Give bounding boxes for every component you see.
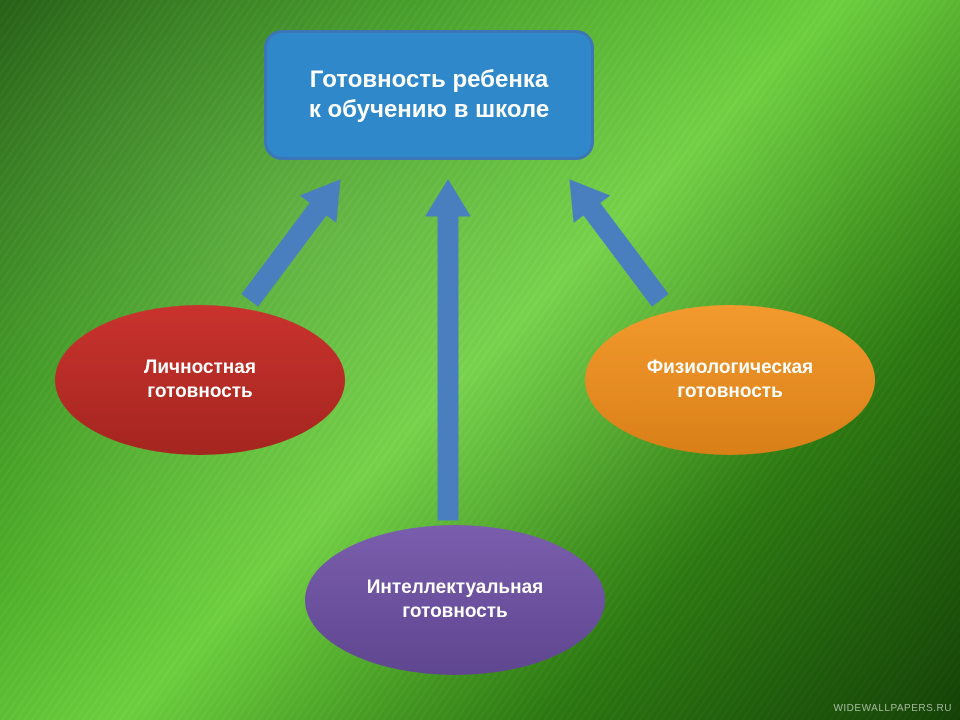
ellipse-personal-label: Личностнаяготовность — [144, 356, 256, 404]
ellipse-physiological: Физиологическаяготовность — [585, 305, 875, 455]
title-text: Готовность ребенкак обучению в школе — [309, 65, 549, 125]
title-box: Готовность ребенкак обучению в школе — [264, 30, 594, 160]
ellipse-physiological-label: Физиологическаяготовность — [647, 356, 813, 404]
ellipse-intellectual-label: Интеллектуальнаяготовность — [367, 576, 544, 624]
diagram-stage: Готовность ребенкак обучению в школе Лич… — [0, 0, 960, 720]
ellipse-intellectual: Интеллектуальнаяготовность — [305, 525, 605, 675]
watermark: WIDEWALLPAPERS.RU — [833, 703, 952, 714]
ellipse-personal: Личностнаяготовность — [55, 305, 345, 455]
